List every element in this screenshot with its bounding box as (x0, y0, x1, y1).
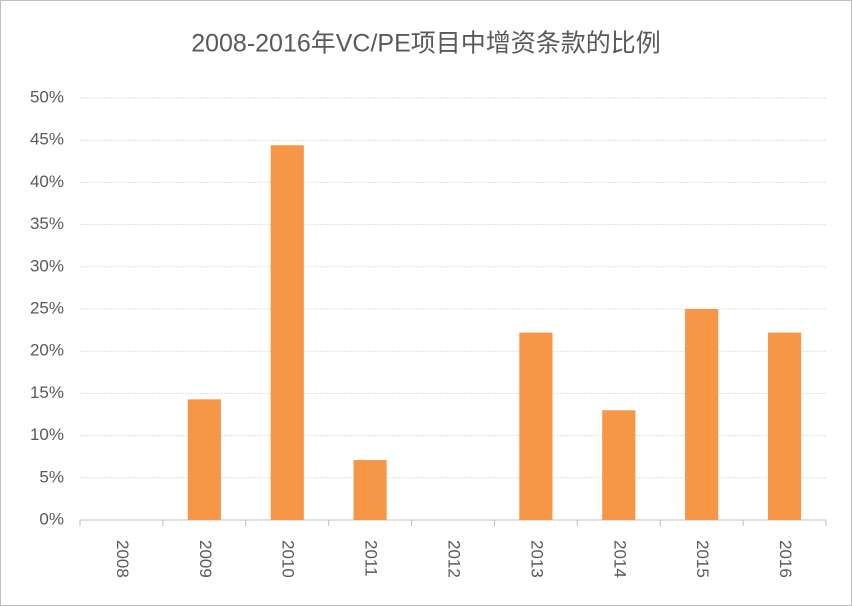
y-tick-label: 35% (30, 214, 64, 233)
bar (353, 460, 387, 520)
y-tick-label: 10% (30, 425, 64, 444)
bar (519, 332, 553, 520)
bar (602, 410, 636, 520)
x-tick-label: 2008 (113, 540, 132, 578)
bar (685, 309, 719, 520)
x-tick-label: 2014 (610, 540, 629, 578)
bar (187, 399, 221, 520)
x-tick-label: 2012 (445, 540, 464, 578)
y-tick-label: 20% (30, 341, 64, 360)
bar (767, 332, 802, 520)
y-tick-label: 40% (30, 172, 64, 191)
x-tick-label: 2015 (693, 540, 712, 578)
y-tick-label: 15% (30, 383, 64, 402)
y-tick-label: 5% (39, 467, 64, 486)
y-tick-label: 0% (39, 509, 64, 528)
y-tick-label: 25% (30, 298, 64, 317)
x-tick-label: 2009 (196, 540, 215, 578)
y-tick-label: 30% (30, 256, 64, 275)
x-tick-label: 2010 (279, 540, 298, 578)
y-tick-label: 45% (30, 130, 64, 149)
y-tick-label: 50% (30, 87, 64, 106)
x-tick-label: 2016 (776, 540, 795, 578)
bar (270, 145, 304, 520)
x-tick-label: 2013 (527, 540, 546, 578)
chart-title: 2008-2016年VC/PE项目中增资条款的比例 (191, 30, 661, 58)
x-tick-label: 2011 (362, 540, 381, 577)
